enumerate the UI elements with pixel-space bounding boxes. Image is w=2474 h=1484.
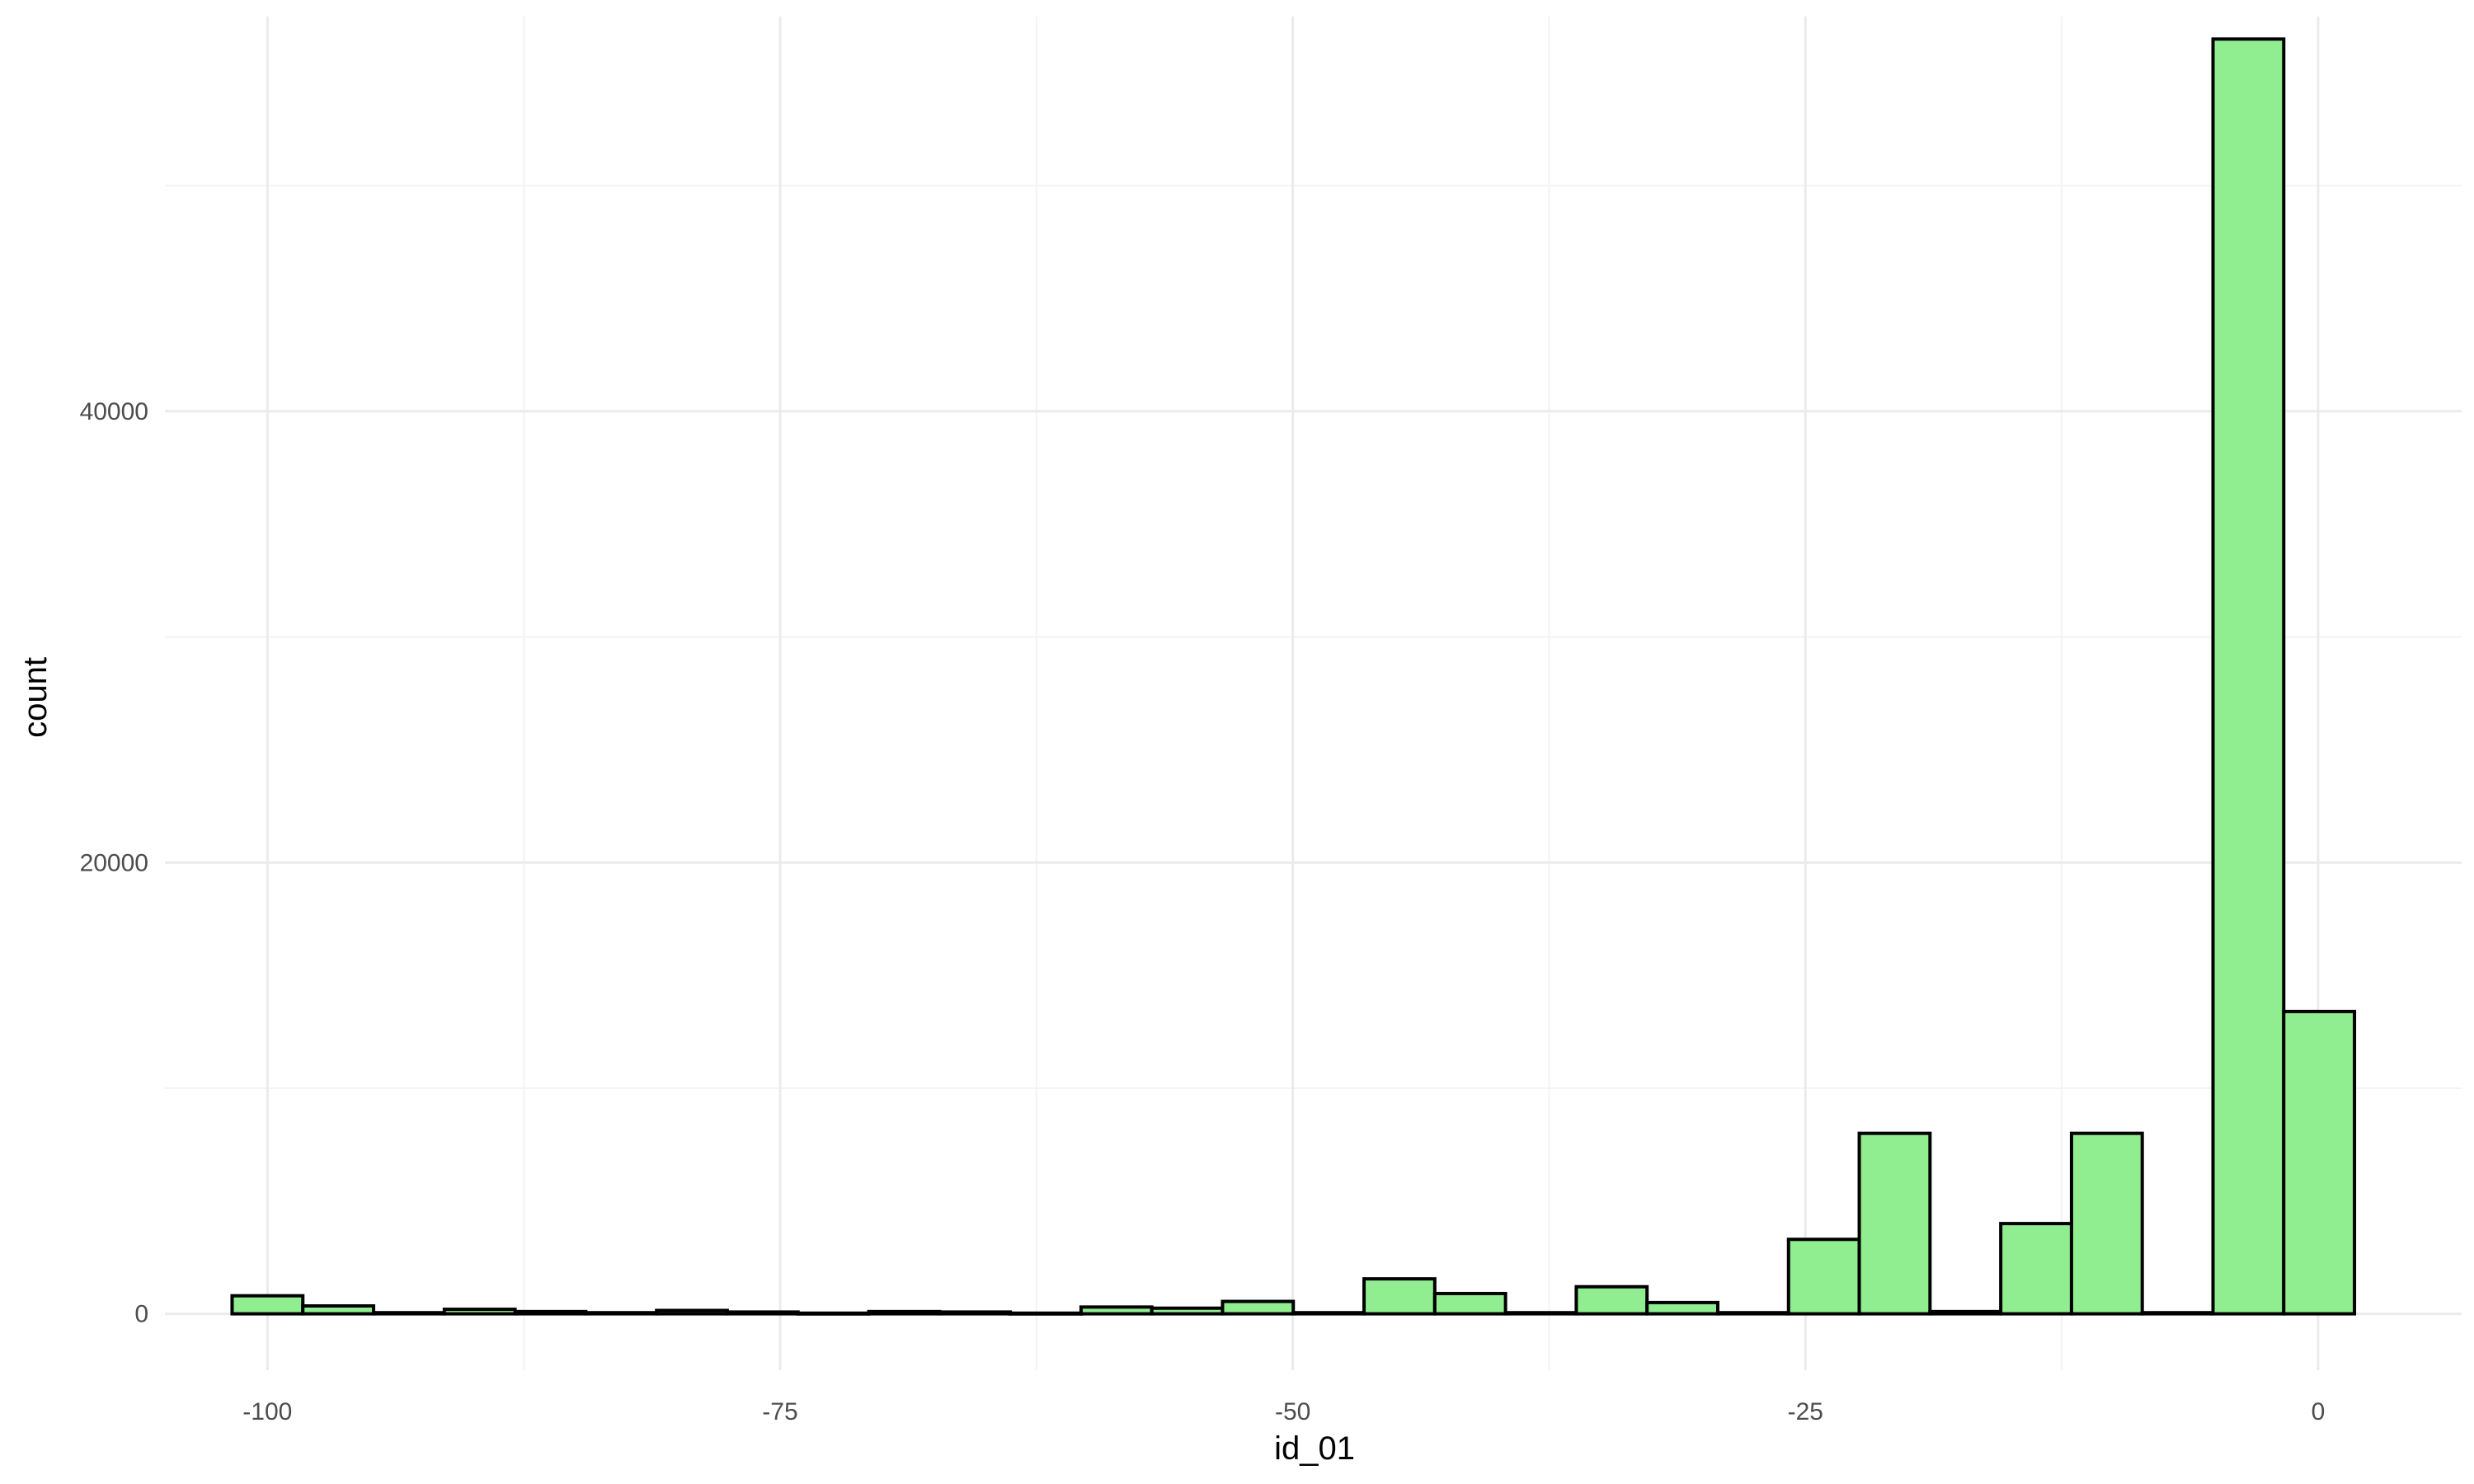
histogram-bar-23 xyxy=(1857,1131,1932,1316)
x-tick-label: -50 xyxy=(1275,1398,1310,1425)
y-tick-label: 0 xyxy=(134,1301,148,1328)
y-axis-tick-labels: 0 20000 40000 xyxy=(80,398,148,1328)
histogram-bar-16 xyxy=(1362,1277,1437,1316)
y-tick-label: 40000 xyxy=(80,398,148,425)
histogram-bar-24 xyxy=(1928,1309,2003,1316)
histogram-bar-12 xyxy=(1079,1305,1154,1316)
histogram-bar-20 xyxy=(1645,1300,1719,1316)
histogram-bar-9 xyxy=(867,1309,942,1316)
histogram-bar-8 xyxy=(796,1311,871,1316)
histogram-bar-19 xyxy=(1574,1284,1649,1316)
histogram-bar-28 xyxy=(2211,37,2286,1316)
y-tick-label: 20000 xyxy=(80,849,148,876)
x-tick-label: -25 xyxy=(1788,1398,1823,1425)
histogram-bar-22 xyxy=(1786,1237,1861,1316)
histogram-bar-1 xyxy=(301,1304,376,1316)
histogram-bar-25 xyxy=(1999,1222,2073,1316)
x-tick-label: -75 xyxy=(762,1398,797,1425)
y-axis-title: count xyxy=(17,657,54,738)
histogram-bar-11 xyxy=(1009,1311,1083,1316)
histogram-bar-26 xyxy=(2069,1131,2144,1316)
histogram-bar-29 xyxy=(2282,1009,2357,1316)
histogram-bar-7 xyxy=(725,1310,800,1316)
histogram-bar-14 xyxy=(1221,1299,1296,1316)
x-axis-tick-labels: -100 -75 -50 -25 0 xyxy=(242,1398,2325,1425)
histogram-bar-17 xyxy=(1432,1291,1507,1316)
histogram-bar-6 xyxy=(655,1308,729,1316)
grid-minor-lines xyxy=(165,16,2462,1370)
histogram-bar-13 xyxy=(1150,1306,1225,1316)
x-tick-label: 0 xyxy=(2312,1398,2326,1425)
x-tick-label: -100 xyxy=(242,1398,292,1425)
histogram-bar-3 xyxy=(442,1308,517,1316)
x-axis-title: id_01 xyxy=(1274,1430,1355,1467)
histogram-bar-10 xyxy=(938,1310,1013,1316)
histogram-bar-0 xyxy=(230,1294,305,1316)
histogram-bars xyxy=(230,37,2357,1316)
histogram-bar-4 xyxy=(513,1309,588,1316)
